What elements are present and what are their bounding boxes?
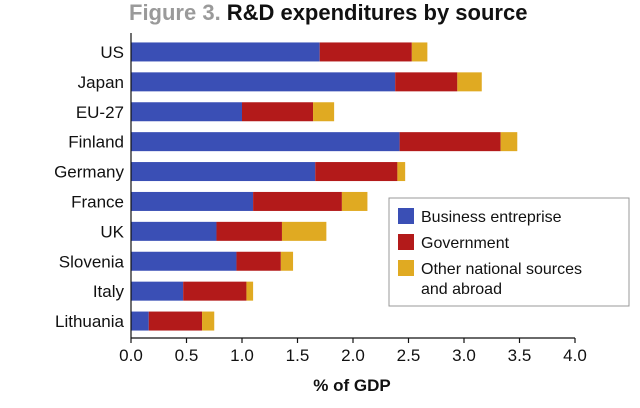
- legend-label-other-national-sources-and-abroad-1: Other national sources: [421, 261, 582, 278]
- legend-label-government: Government: [421, 235, 510, 252]
- bar-france-government: [253, 191, 342, 211]
- x-tick-label: 1.5: [286, 346, 310, 365]
- category-label-us: US: [100, 43, 124, 62]
- x-tick-label: 3.5: [508, 346, 532, 365]
- bar-eu-27-business-entreprise: [131, 102, 242, 122]
- chart-title-prefix: Figure 3.: [129, 0, 221, 25]
- x-tick-label: 0.0: [119, 346, 143, 365]
- bar-italy-government: [183, 281, 247, 301]
- bar-us-government: [319, 42, 412, 62]
- category-label-germany: Germany: [54, 163, 124, 182]
- bar-uk-business-entreprise: [131, 221, 217, 241]
- bar-italy-other-national-sources-and-abroad: [246, 281, 254, 301]
- bar-eu-27-other-national-sources-and-abroad: [313, 102, 335, 122]
- bar-france-other-national-sources-and-abroad: [341, 191, 368, 211]
- x-tick-label: 0.5: [175, 346, 199, 365]
- bar-germany-other-national-sources-and-abroad: [397, 162, 406, 182]
- bar-slovenia-other-national-sources-and-abroad: [280, 251, 294, 271]
- legend-label-other-national-sources-and-abroad-2: and abroad: [421, 281, 502, 298]
- category-label-japan: Japan: [78, 73, 124, 92]
- category-label-lithuania: Lithuania: [55, 312, 125, 331]
- plot-area: [131, 42, 518, 331]
- bar-japan-government: [395, 72, 458, 92]
- category-label-france: France: [71, 192, 124, 211]
- bar-germany-government: [315, 162, 398, 182]
- x-tick-label: 2.0: [341, 346, 365, 365]
- bar-lithuania-business-entreprise: [131, 311, 149, 331]
- chart-title: Figure 3. R&D expenditures by source: [129, 0, 527, 25]
- bar-lithuania-government: [148, 311, 203, 331]
- legend-swatch-business-entreprise: [398, 208, 414, 224]
- x-axis-label: % of GDP: [313, 376, 390, 395]
- legend-label-business-entreprise: Business entreprise: [421, 209, 562, 226]
- bar-japan-other-national-sources-and-abroad: [457, 72, 482, 92]
- category-label-finland: Finland: [68, 133, 124, 152]
- bar-france-business-entreprise: [131, 191, 254, 211]
- bar-finland-government: [399, 132, 501, 152]
- chart-title-main: R&D expenditures by source: [227, 0, 528, 25]
- legend-swatch-other-national-sources-and-abroad: [398, 260, 414, 276]
- x-tick-label: 2.5: [397, 346, 421, 365]
- category-label-slovenia: Slovenia: [59, 252, 125, 271]
- bar-finland-other-national-sources-and-abroad: [500, 132, 518, 152]
- category-label-eu-27: EU-27: [76, 103, 124, 122]
- bar-germany-business-entreprise: [131, 162, 316, 182]
- bar-lithuania-other-national-sources-and-abroad: [202, 311, 215, 331]
- category-label-italy: Italy: [93, 282, 125, 301]
- category-label-uk: UK: [100, 222, 124, 241]
- bar-italy-business-entreprise: [131, 281, 184, 301]
- legend-swatch-government: [398, 234, 414, 250]
- bar-eu-27-government: [242, 102, 314, 122]
- x-tick-label: 4.0: [563, 346, 587, 365]
- bar-japan-business-entreprise: [131, 72, 396, 92]
- bar-us-other-national-sources-and-abroad: [411, 42, 428, 62]
- bar-slovenia-government: [236, 251, 281, 271]
- bar-finland-business-entreprise: [131, 132, 400, 152]
- x-tick-label: 3.0: [452, 346, 476, 365]
- x-axis: 0.0 0.5 1.0 1.5 2.0 2.5 3.0 3.5 4.0: [119, 33, 587, 365]
- category-labels: US Japan EU-27 Finland Germany France UK Sloven…: [54, 43, 125, 331]
- legend: Business entreprise Government Other natio…: [388, 197, 630, 307]
- legend-box: [388, 197, 630, 307]
- bar-uk-government: [216, 221, 282, 241]
- bar-us-business-entreprise: [131, 42, 320, 62]
- bar-slovenia-business-entreprise: [131, 251, 237, 271]
- bar-uk-other-national-sources-and-abroad: [281, 221, 327, 241]
- x-tick-label: 1.0: [230, 346, 254, 365]
